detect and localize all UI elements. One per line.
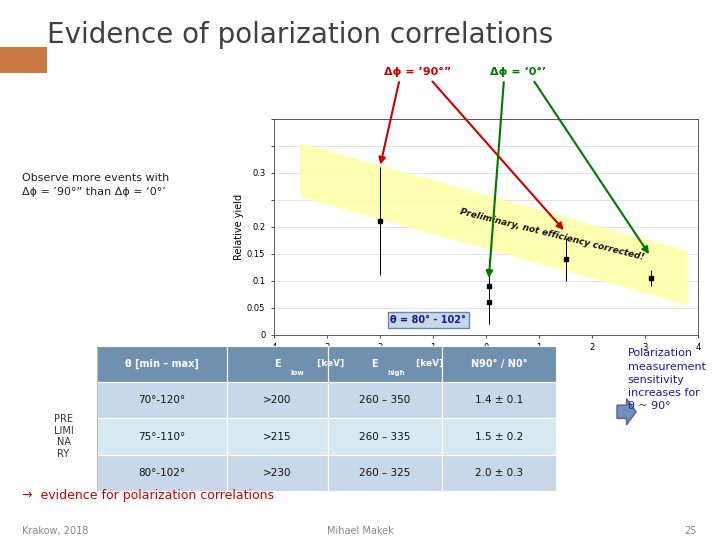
Bar (328, 418, 442, 455)
Bar (97, 382, 227, 418)
Text: 1.5 ± 0.2: 1.5 ± 0.2 (474, 431, 523, 442)
Polygon shape (300, 143, 688, 305)
Bar (328, 346, 442, 382)
Y-axis label: Relative yield: Relative yield (234, 194, 244, 260)
Text: 260 – 325: 260 – 325 (359, 468, 410, 478)
Text: 80°-102°: 80°-102° (138, 468, 186, 478)
Bar (442, 346, 556, 382)
Text: E: E (372, 359, 378, 369)
Bar (0, 47, 47, 73)
Bar (30, 346, 97, 491)
Text: 260 – 335: 260 – 335 (359, 431, 410, 442)
Text: θ [min – max]: θ [min – max] (125, 359, 199, 369)
Text: 2.0 ± 0.3: 2.0 ± 0.3 (475, 468, 523, 478)
Text: Observe more events with: Observe more events with (22, 173, 169, 183)
Text: Δϕ = ’90°” than Δϕ = ‘0°’: Δϕ = ’90°” than Δϕ = ‘0°’ (22, 187, 166, 198)
X-axis label: Δφ: Δφ (479, 354, 493, 363)
Text: E: E (274, 359, 281, 369)
Text: >215: >215 (263, 431, 292, 442)
Text: θ = 80° - 102°: θ = 80° - 102° (390, 315, 467, 325)
FancyArrow shape (617, 399, 636, 425)
Text: Δϕ = ‘0°’: Δϕ = ‘0°’ (490, 66, 546, 77)
Text: N90° / N0°: N90° / N0° (471, 359, 527, 369)
Text: 1.4 ± 0.1: 1.4 ± 0.1 (474, 395, 523, 405)
Text: 75°-110°: 75°-110° (138, 431, 186, 442)
Text: [keV]: [keV] (314, 359, 344, 368)
Text: 70°-120°: 70°-120° (138, 395, 186, 405)
Text: →  evidence for polarization correlations: → evidence for polarization correlations (22, 489, 274, 503)
Bar (442, 418, 556, 455)
Text: Evidence of polarization correlations: Evidence of polarization correlations (47, 21, 553, 49)
Bar (442, 382, 556, 418)
Bar (227, 418, 328, 455)
Text: >200: >200 (263, 395, 292, 405)
Bar (328, 455, 442, 491)
Text: Polarization
measurement
sensitivity
increases for
θ ~ 90°: Polarization measurement sensitivity inc… (628, 348, 706, 411)
Text: Δϕ = ’90°”: Δϕ = ’90°” (384, 66, 451, 77)
Text: Krakow, 2018: Krakow, 2018 (22, 525, 88, 536)
Text: Mihael Makek: Mihael Makek (327, 525, 393, 536)
Text: high: high (387, 370, 405, 376)
Text: 25: 25 (685, 525, 697, 536)
Bar (442, 455, 556, 491)
Bar (97, 418, 227, 455)
Text: >230: >230 (263, 468, 292, 478)
Text: low: low (290, 370, 304, 376)
Text: Preliminary, not efficiency corrected!: Preliminary, not efficiency corrected! (459, 207, 646, 262)
Bar (328, 382, 442, 418)
Text: PRE
LIMI
NA
RY: PRE LIMI NA RY (53, 414, 73, 459)
Bar (227, 382, 328, 418)
Text: 260 – 350: 260 – 350 (359, 395, 410, 405)
Text: [keV]: [keV] (413, 359, 444, 368)
Bar (97, 346, 227, 382)
Bar (97, 455, 227, 491)
Bar (227, 455, 328, 491)
Bar (227, 346, 328, 382)
